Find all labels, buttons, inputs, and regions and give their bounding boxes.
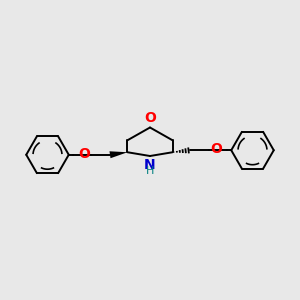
Text: H: H [146, 167, 154, 176]
Text: N: N [144, 158, 156, 172]
Polygon shape [110, 151, 128, 158]
Text: O: O [210, 142, 222, 156]
Text: O: O [144, 112, 156, 125]
Text: O: O [78, 147, 90, 161]
